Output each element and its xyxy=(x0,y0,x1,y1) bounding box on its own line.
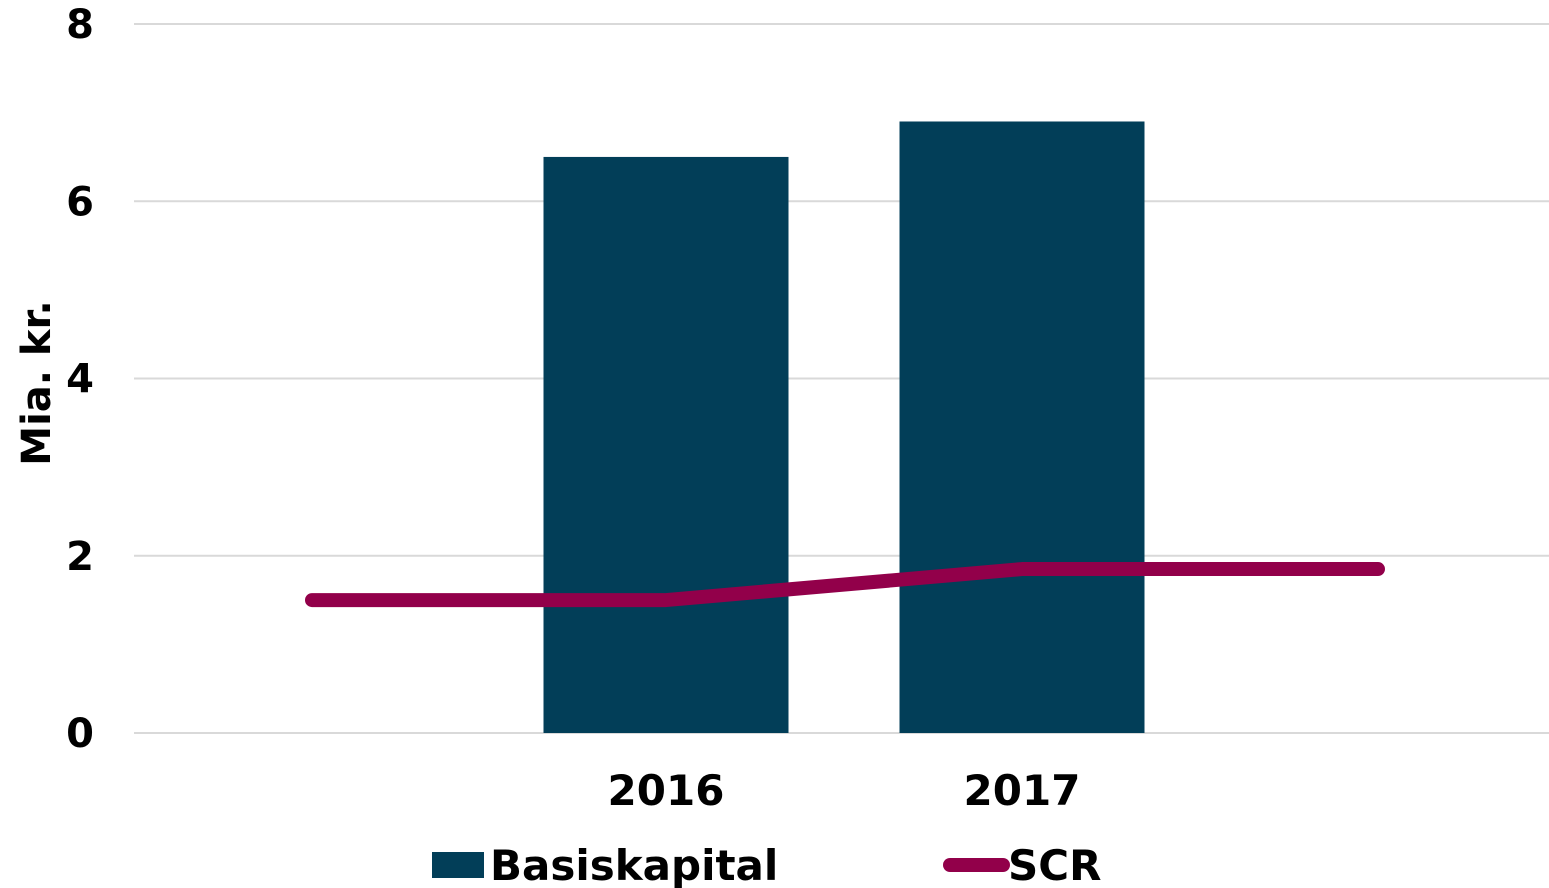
bar-2017 xyxy=(899,121,1145,734)
y-tick-label-6: 6 xyxy=(66,179,94,225)
y-tick-label-0: 0 xyxy=(66,711,94,757)
y-tick-label-2: 2 xyxy=(66,534,94,580)
x-tick-label-2016: 2016 xyxy=(608,766,725,815)
gridlines xyxy=(134,23,1549,734)
x-tick-label-2017: 2017 xyxy=(964,766,1081,815)
bar-2016 xyxy=(543,156,789,733)
legend-label-basiskapital: Basiskapital xyxy=(490,841,778,888)
line-scr xyxy=(305,562,1385,608)
y-tick-label-8: 8 xyxy=(66,2,94,48)
y-axis-label: Mia. kr. xyxy=(14,300,60,465)
line-series xyxy=(305,562,1385,608)
y-axis-ticks: 0 2 4 6 8 xyxy=(66,2,94,757)
x-axis-ticks: 2016 2017 xyxy=(608,766,1081,815)
bars xyxy=(543,121,1145,734)
legend-swatch-basiskapital xyxy=(432,852,484,878)
legend: Basiskapital SCR xyxy=(432,841,1101,888)
y-tick-label-4: 4 xyxy=(66,357,94,403)
legend-label-scr: SCR xyxy=(1008,841,1101,888)
